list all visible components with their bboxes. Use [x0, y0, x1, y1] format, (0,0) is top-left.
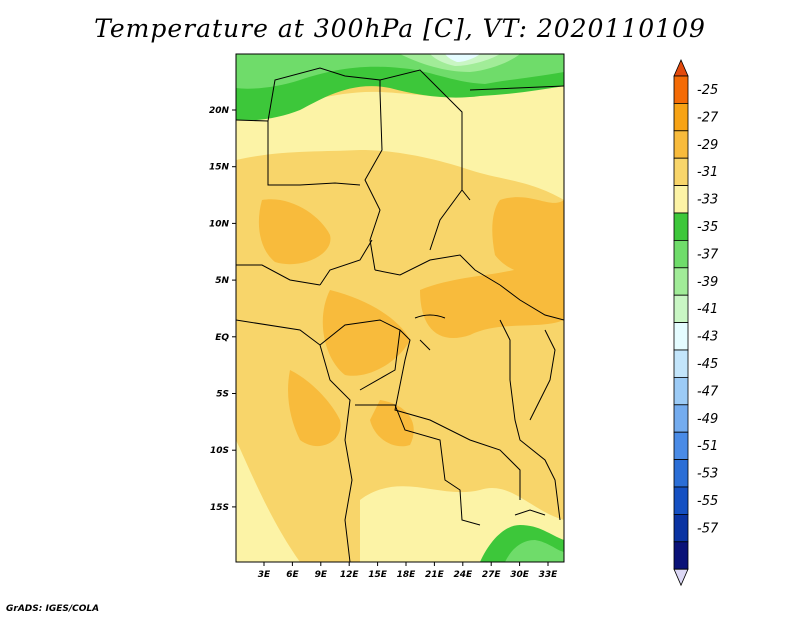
colorbar-label: -55: [697, 494, 718, 509]
colorbar-label: -49: [697, 412, 718, 427]
map-fill: [236, 54, 564, 562]
colorbar-label: -35: [697, 220, 718, 235]
lat-tick-label: 10S: [210, 446, 229, 456]
colorbar-label: -27: [697, 110, 719, 125]
warm-region-angola: [370, 400, 414, 447]
colorbar-swatch: [673, 267, 689, 296]
map-title: Temperature at 300hPa [C], VT: 202011010…: [94, 14, 706, 43]
colorbar-label: -31: [697, 165, 718, 180]
lat-tick-label: 5N: [215, 276, 229, 286]
lat-tick-label: 15N: [209, 163, 230, 173]
warm-region-angola-coast: [288, 370, 341, 447]
colorbar-label: -47: [697, 384, 719, 399]
colorbar-label: -57: [697, 521, 719, 536]
pale-region-n: [236, 86, 564, 200]
colorbar-swatch: [673, 103, 689, 132]
warm-region-gabon: [322, 290, 410, 376]
lon-tick-label: 9E: [315, 570, 328, 580]
cold-region-north-5: [445, 54, 480, 62]
colorbar-swatch: [673, 322, 689, 351]
colorbar-swatch: [673, 459, 689, 488]
lat-tick-label: 15S: [210, 503, 229, 513]
lat-tick-label: EQ: [215, 333, 229, 343]
lon-tick-label: 6E: [286, 570, 299, 580]
colorbar-swatch: [673, 431, 689, 461]
lon-tick-label: 21E: [425, 570, 445, 580]
lat-tick-label: 20N: [209, 106, 230, 116]
lon-tick-label: 12E: [340, 570, 360, 580]
colorbar-top-arrow: [673, 59, 689, 77]
colorbar-swatch: [673, 239, 689, 269]
colorbar-label: -43: [697, 330, 718, 345]
colorbar: -25 -27 -29 -31 -33 -35 -37 -39 -41 -43 -45 -47 -49 -…: [673, 59, 719, 587]
cold-region-se-2: [505, 540, 564, 562]
lat-tick-label: 10N: [209, 219, 230, 229]
lon-tick-label: 30E: [510, 570, 530, 580]
longitude-axis: 3E 6E 9E 12E 15E 18E 21E 24E 27E 30E 33E: [258, 562, 558, 580]
lon-tick-label: 3E: [258, 570, 271, 580]
colorbar-swatch: [673, 157, 689, 186]
colorbar-swatch: [673, 349, 689, 378]
colorbar-swatch: [673, 541, 689, 570]
colorbar-label: -45: [697, 357, 718, 372]
colorbar-swatch: [673, 294, 689, 324]
credit-label: GrADS: IGES/COLA: [6, 604, 100, 614]
warm-region-east: [492, 197, 564, 275]
colorbar-label: -25: [697, 83, 718, 98]
colorbar-label: -29: [697, 138, 718, 153]
colorbar-label: -39: [697, 275, 718, 290]
colorbar-swatch: [673, 404, 689, 433]
lon-tick-label: 27E: [482, 570, 502, 580]
latitude-axis: 20N 15N 10N 5N EQ 5S 10S 15S: [209, 106, 236, 513]
colorbar-swatch: [673, 212, 689, 241]
colorbar-label: -41: [697, 302, 718, 317]
colorbar-label: -37: [697, 247, 719, 262]
lon-tick-label: 18E: [397, 570, 417, 580]
pale-region-sw: [236, 440, 300, 562]
colorbar-swatch: [673, 486, 689, 515]
colorbar-swatch: [673, 185, 689, 214]
colorbar-label: -33: [697, 193, 718, 208]
coastlines-borders: [236, 67, 564, 562]
lat-tick-label: 5S: [216, 390, 229, 400]
colorbar-swatch: [673, 130, 689, 159]
lon-tick-label: 24E: [453, 570, 473, 580]
warm-region-cameroon: [258, 199, 331, 265]
lon-tick-label: 15E: [368, 570, 388, 580]
colorbar-label: -53: [697, 467, 718, 482]
colorbar-bottom-arrow: [673, 568, 689, 587]
colorbar-label: -51: [697, 439, 718, 454]
colorbar-swatch: [673, 514, 689, 543]
colorbar-swatch: [673, 376, 689, 406]
colorbar-swatch: [673, 75, 689, 104]
lon-tick-label: 33E: [539, 570, 559, 580]
map-frame: [235, 53, 565, 563]
